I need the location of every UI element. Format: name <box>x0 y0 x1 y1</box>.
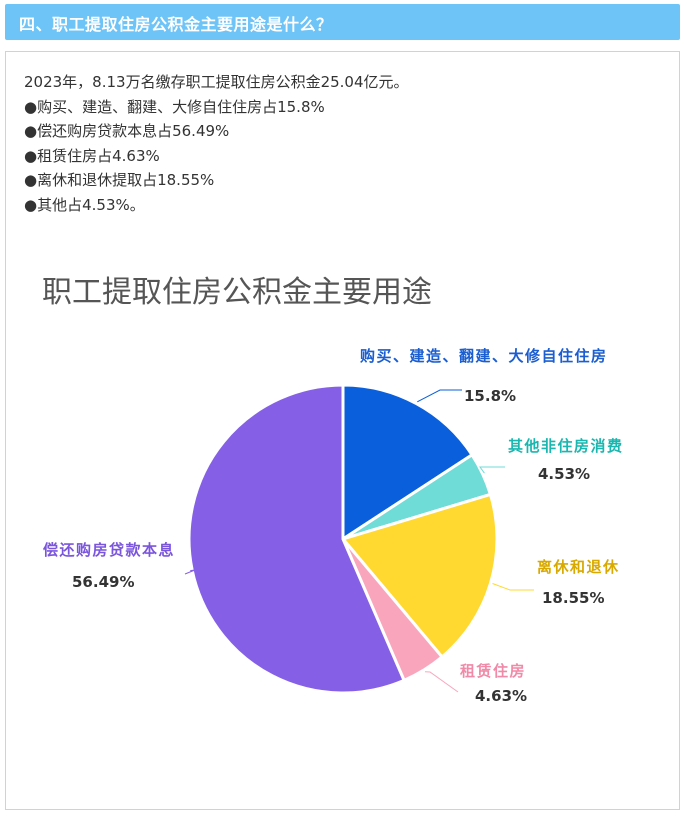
slice-label: 购买、建造、翻建、大修自住住房 <box>360 347 608 365</box>
intro-item-loan: ●偿还购房贷款本息占56.49% <box>24 122 230 140</box>
intro-item-other: ●其他占4.53%。 <box>24 195 145 214</box>
slice-value-label: 4.63% <box>475 687 527 705</box>
intro-item-rent: ●租赁住房占4.63% <box>24 146 160 165</box>
intro-item-retire: ●离休和退休提取占18.55% <box>24 171 215 189</box>
leader-line <box>184 569 196 575</box>
slice-label: 偿还购房贷款本息 <box>43 541 175 559</box>
slice-label: 离休和退休 <box>537 558 620 576</box>
pie-slice <box>341 492 499 659</box>
leader-line <box>424 671 459 693</box>
pie-slice <box>341 383 474 541</box>
intro-item-purchase: ●购买、建造、翻建、大修自住住房占15.8% <box>24 97 325 116</box>
slice-label: 租赁住房 <box>460 662 526 680</box>
leader-line <box>479 466 505 474</box>
slice-value-label: 18.55% <box>542 589 604 607</box>
leader-line <box>492 583 534 591</box>
slice-value-label: 56.49% <box>72 573 134 591</box>
intro-text: 2023年，8.13万名缴存职工提取住房公积金25.04亿元。 ●购买、建造、翻… <box>24 70 409 217</box>
intro-summary: 2023年，8.13万名缴存职工提取住房公积金25.04亿元。 <box>24 73 409 91</box>
section-header: 四、职工提取住房公积金主要用途是什么？ <box>5 4 680 40</box>
leader-line <box>417 389 462 403</box>
slice-value-label: 15.8% <box>464 387 516 405</box>
slice-label: 其他非住房消费 <box>508 437 624 455</box>
section-title: 四、职工提取住房公积金主要用途是什么？ <box>19 15 333 34</box>
slice-value-label: 4.53% <box>538 465 590 483</box>
chart-title: 职工提取住房公积金主要用途 <box>42 275 432 310</box>
